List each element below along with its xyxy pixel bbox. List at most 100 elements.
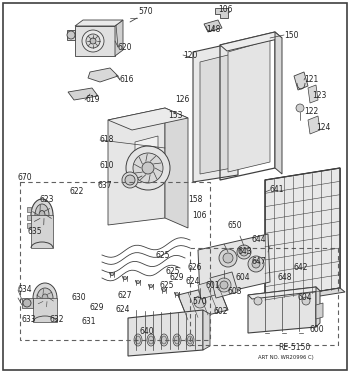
Polygon shape (210, 272, 238, 298)
Text: 153: 153 (168, 110, 182, 119)
Text: 644: 644 (252, 235, 267, 244)
Circle shape (90, 38, 96, 44)
Polygon shape (294, 72, 308, 90)
Circle shape (67, 31, 75, 39)
Polygon shape (108, 108, 188, 130)
Polygon shape (88, 68, 118, 82)
Text: 124: 124 (316, 123, 330, 132)
Text: 106: 106 (192, 210, 206, 219)
Text: RE-5150: RE-5150 (278, 344, 310, 352)
Polygon shape (75, 26, 115, 56)
Circle shape (254, 297, 262, 305)
Text: 670: 670 (18, 173, 33, 182)
Polygon shape (275, 32, 282, 174)
Text: 626: 626 (188, 263, 203, 273)
Circle shape (82, 30, 104, 52)
Text: 126: 126 (175, 95, 189, 104)
Polygon shape (265, 288, 345, 304)
Text: 647: 647 (252, 257, 267, 266)
Circle shape (126, 146, 170, 190)
Polygon shape (27, 215, 31, 220)
Ellipse shape (186, 334, 194, 346)
Text: 623: 623 (40, 195, 55, 204)
Circle shape (125, 175, 135, 185)
Text: 625: 625 (155, 251, 169, 260)
Circle shape (217, 278, 231, 292)
Ellipse shape (188, 336, 193, 344)
Polygon shape (316, 287, 320, 327)
Text: 637: 637 (98, 181, 113, 189)
Ellipse shape (35, 204, 49, 226)
Circle shape (302, 297, 310, 305)
Polygon shape (68, 88, 98, 100)
Polygon shape (316, 303, 323, 319)
Polygon shape (67, 30, 75, 40)
Text: 601: 601 (206, 280, 220, 289)
Text: 570: 570 (192, 298, 206, 307)
Polygon shape (75, 20, 123, 26)
Polygon shape (265, 168, 340, 300)
Circle shape (142, 162, 154, 174)
Ellipse shape (42, 294, 48, 302)
Ellipse shape (148, 336, 154, 344)
Text: 634: 634 (18, 285, 33, 295)
Text: 630: 630 (72, 294, 87, 303)
Text: 616: 616 (120, 75, 134, 85)
Text: 603: 603 (228, 288, 243, 297)
Polygon shape (308, 85, 318, 103)
Text: 106: 106 (218, 6, 232, 15)
Circle shape (124, 276, 126, 279)
Polygon shape (22, 298, 33, 308)
Circle shape (220, 281, 228, 289)
Polygon shape (308, 116, 320, 134)
Polygon shape (178, 285, 228, 320)
Text: 120: 120 (183, 50, 197, 60)
Circle shape (252, 260, 260, 268)
Text: 123: 123 (312, 91, 326, 100)
Circle shape (136, 280, 140, 283)
Polygon shape (248, 287, 316, 333)
Circle shape (237, 245, 251, 259)
Text: 640: 640 (140, 327, 155, 336)
Text: 650: 650 (228, 220, 243, 229)
Ellipse shape (33, 283, 57, 313)
Polygon shape (203, 310, 210, 350)
Circle shape (296, 104, 304, 112)
Ellipse shape (173, 334, 181, 346)
Text: 122: 122 (304, 107, 318, 116)
Polygon shape (198, 234, 270, 298)
Ellipse shape (37, 288, 53, 308)
Ellipse shape (161, 336, 167, 344)
Circle shape (149, 285, 153, 288)
Ellipse shape (175, 336, 180, 344)
Bar (190, 248, 338, 345)
Polygon shape (200, 54, 232, 174)
Polygon shape (108, 108, 165, 225)
Text: 148: 148 (206, 25, 220, 34)
Ellipse shape (160, 334, 168, 346)
Text: 627: 627 (118, 291, 133, 300)
Text: 641: 641 (270, 185, 285, 194)
Circle shape (122, 172, 138, 188)
Polygon shape (135, 136, 158, 170)
Circle shape (111, 273, 113, 276)
Polygon shape (198, 281, 215, 299)
Text: 610: 610 (100, 160, 114, 169)
Polygon shape (215, 8, 228, 18)
Text: 620: 620 (118, 43, 133, 51)
Polygon shape (115, 20, 123, 56)
Polygon shape (165, 108, 188, 228)
Text: 631: 631 (82, 317, 97, 326)
Circle shape (23, 299, 31, 307)
Polygon shape (27, 223, 31, 228)
Circle shape (162, 288, 166, 292)
Text: 600: 600 (310, 326, 325, 335)
Text: 633: 633 (22, 316, 37, 325)
Text: 604: 604 (298, 294, 313, 303)
Polygon shape (193, 42, 238, 182)
Polygon shape (248, 287, 320, 299)
Text: 642: 642 (294, 263, 308, 273)
Text: 635: 635 (28, 228, 43, 236)
Ellipse shape (39, 210, 45, 219)
Polygon shape (128, 310, 203, 356)
